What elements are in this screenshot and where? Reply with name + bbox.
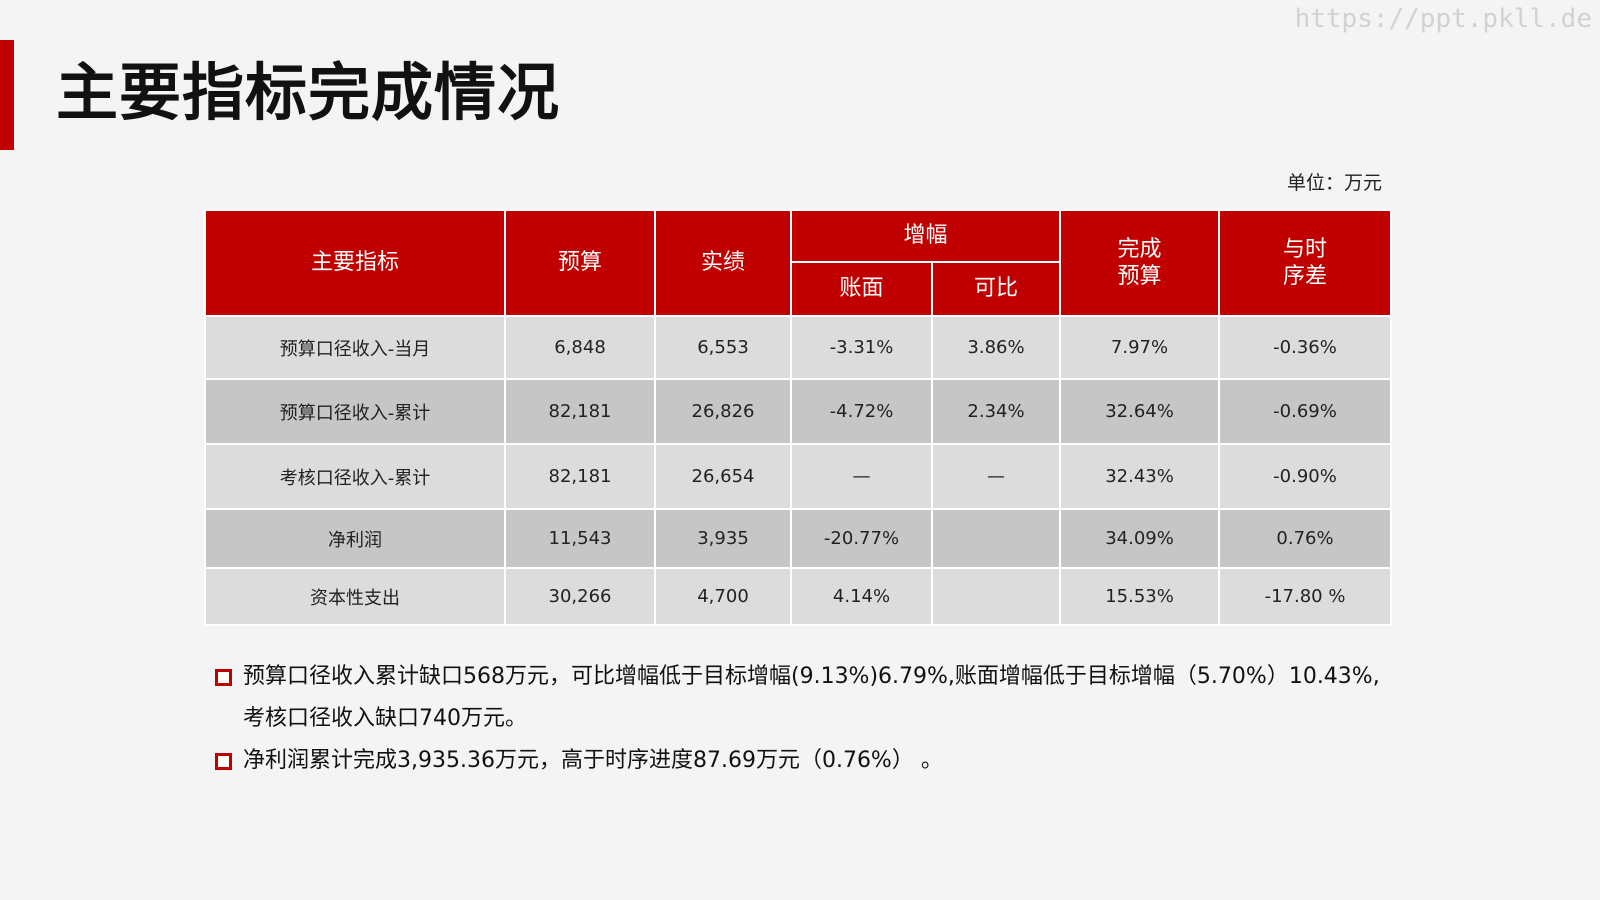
cell-timing-diff: -0.36% [1218,315,1393,380]
square-bullet-icon [215,669,232,686]
cell-timing-diff: 0.76% [1218,508,1393,569]
header-completion-line1: 完成 [1117,236,1162,262]
cell-budget: 6,848 [504,315,656,380]
square-bullet-icon [215,753,232,770]
cell-timing-diff: -0.90% [1218,443,1393,510]
header-timing-diff: 与时 序差 [1218,209,1393,317]
header-indicator: 主要指标 [204,209,506,317]
note-item: 净利润累计完成3,935.36万元，高于时序进度87.69万元（0.76%） 。 [215,740,1415,782]
cell-timing-diff: -0.69% [1218,378,1393,445]
table-row: 净利润 11,543 3,935 -20.77% 34.09% 0.76% [204,508,1393,569]
title-accent-bar [0,40,14,150]
table-row: 考核口径收入-累计 82,181 26,654 — — 32.43% -0.90… [204,443,1393,510]
cell-completion: 15.53% [1059,567,1221,626]
cell-actual: 26,826 [654,378,792,445]
cell-budget: 82,181 [504,443,656,510]
note-text-line: 考核口径收入缺口740万元。 [243,706,527,731]
page-title: 主要指标完成情况 [56,56,561,129]
notes-list: 预算口径收入累计缺口568万元，可比增幅低于目标增幅(9.13%)6.79%,账… [215,656,1415,782]
table-row: 资本性支出 30,266 4,700 4.14% 15.53% -17.80 % [204,567,1393,626]
note-item: 预算口径收入累计缺口568万元，可比增幅低于目标增幅(9.13%)6.79%,账… [215,656,1415,740]
unit-label: 单位：万元 [1286,172,1382,194]
cell-growth-comparable: 2.34% [930,378,1062,445]
cell-indicator: 预算口径收入-当月 [204,315,506,380]
cell-growth-comparable: 3.86% [930,315,1062,380]
cell-indicator: 预算口径收入-累计 [204,378,506,445]
cell-growth-book: -3.31% [790,315,933,380]
cell-actual: 3,935 [654,508,792,569]
header-timing-line1: 与时 [1283,236,1328,262]
cell-growth-book: -4.72% [790,378,933,445]
cell-growth-book: — [790,443,933,510]
cell-actual: 26,654 [654,443,792,510]
table-row: 预算口径收入-累计 82,181 26,826 -4.72% 2.34% 32.… [204,378,1393,445]
indicator-table: 主要指标 预算 实绩 增幅 完成 预算 与时 序差 账面 可比 预算口径收入-当… [204,209,1393,626]
cell-completion: 32.64% [1059,378,1221,445]
table-header-row: 主要指标 预算 实绩 增幅 完成 预算 与时 序差 [204,209,1393,317]
cell-completion: 34.09% [1059,508,1221,569]
cell-growth-comparable: — [930,443,1062,510]
cell-indicator: 考核口径收入-累计 [204,443,506,510]
header-actual: 实绩 [654,209,792,317]
watermark: https://ppt.pkll.de [1294,4,1592,34]
cell-budget: 30,266 [504,567,656,626]
cell-growth-comparable [930,508,1062,569]
cell-actual: 6,553 [654,315,792,380]
cell-growth-book: -20.77% [790,508,933,569]
cell-timing-diff: -17.80 % [1218,567,1393,626]
cell-growth-comparable [930,567,1062,626]
header-completion: 完成 预算 [1059,209,1221,317]
note-text-line: 预算口径收入累计缺口568万元，可比增幅低于目标增幅(9.13%)6.79%,账… [243,664,1380,689]
cell-actual: 4,700 [654,567,792,626]
cell-indicator: 净利润 [204,508,506,569]
cell-completion: 32.43% [1059,443,1221,510]
header-timing-line2: 序差 [1283,264,1328,289]
cell-budget: 11,543 [504,508,656,569]
header-growth-book: 账面 [790,261,933,317]
cell-completion: 7.97% [1059,315,1221,380]
cell-indicator: 资本性支出 [204,567,506,626]
cell-budget: 82,181 [504,378,656,445]
table-row: 预算口径收入-当月 6,848 6,553 -3.31% 3.86% 7.97%… [204,315,1393,380]
header-growth: 增幅 [789,209,1062,263]
header-budget: 预算 [504,209,656,317]
table-subheader-row: 账面 可比 [205,261,1391,317]
header-completion-line2: 预算 [1117,264,1162,289]
note-text-line: 净利润累计完成3,935.36万元，高于时序进度87.69万元（0.76%） 。 [243,748,943,773]
header-growth-comparable: 可比 [930,261,1062,317]
cell-growth-book: 4.14% [790,567,933,626]
